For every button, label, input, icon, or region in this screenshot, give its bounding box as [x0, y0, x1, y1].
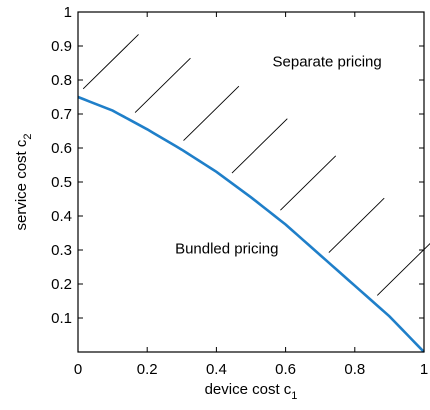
ticks-layer: 0 0.2 0.4 0.6 0.8 1 0.1 0.2 0.3 0.4 0.5 0.6 0.7 0.8 0.…	[51, 4, 428, 378]
x-axis-label: device cost c1	[205, 381, 298, 402]
x-tick-label: 0.4	[206, 361, 227, 378]
x-tick-label: 0.6	[275, 361, 296, 378]
y-axis-label-main: service cost c	[13, 139, 30, 230]
y-tick-label: 0.4	[51, 208, 72, 225]
region-label: Separate pricing	[273, 53, 382, 70]
y-tick-label: 0.8	[51, 72, 72, 89]
annotations-layer: Separate pricing Bundled pricing	[175, 53, 382, 257]
hatch-line	[183, 85, 240, 141]
hatch-line	[231, 118, 288, 174]
hatch-line	[376, 242, 430, 296]
y-axis-label: service cost c2	[13, 134, 34, 231]
hatch-line	[328, 197, 385, 253]
y-tick-label: 0.2	[51, 276, 72, 293]
hatch-line	[134, 57, 191, 113]
x-axis-label-main: device cost c	[205, 381, 292, 398]
y-tick-label: 0.5	[51, 174, 72, 191]
y-tick-label: 0.3	[51, 242, 72, 259]
x-tick-label: 0.8	[344, 361, 365, 378]
separate-pricing-hatch	[82, 34, 430, 296]
hatch-line	[280, 155, 337, 211]
hatch-line	[82, 34, 139, 90]
y-tick-label: 0.1	[51, 310, 72, 327]
y-tick-label: 0.7	[51, 106, 72, 123]
region-label: Bundled pricing	[175, 240, 278, 257]
series-layer	[77, 95, 425, 353]
y-axis-label-subscript: 2	[22, 134, 34, 140]
y-tick-label: 0.6	[51, 140, 72, 157]
x-tick-label: 0.2	[137, 361, 158, 378]
y-tick-label: 0.9	[51, 38, 72, 55]
boundary-curve	[77, 95, 425, 353]
x-tick-label: 0	[74, 361, 82, 378]
y-tick-label: 1	[64, 4, 72, 21]
x-tick-label: 1	[420, 361, 428, 378]
x-axis-label-subscript: 1	[291, 390, 297, 402]
